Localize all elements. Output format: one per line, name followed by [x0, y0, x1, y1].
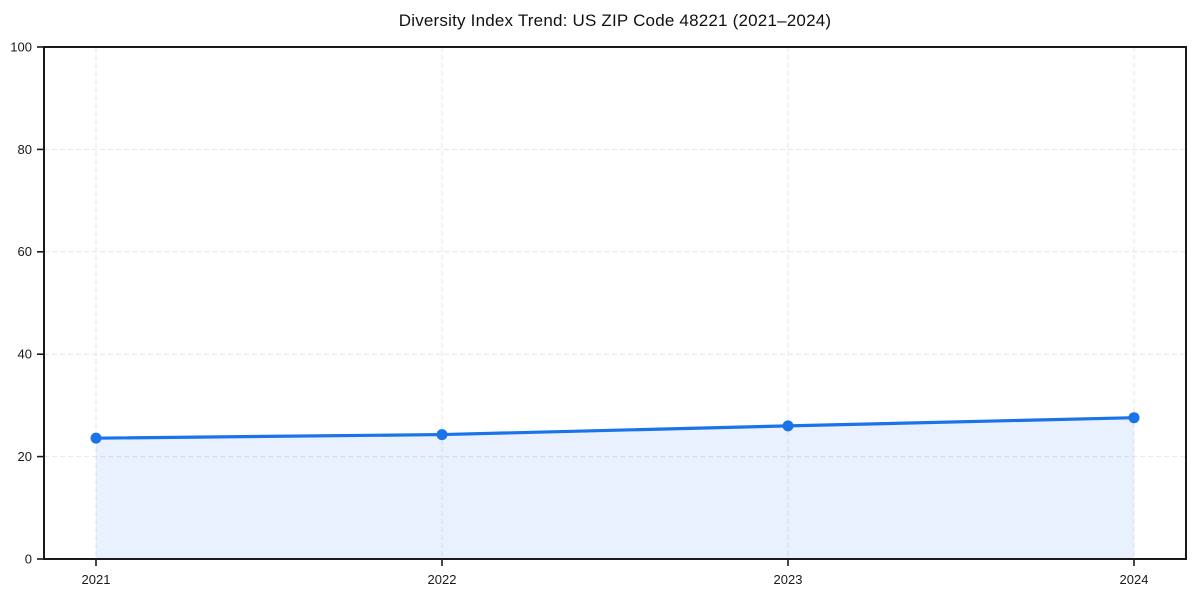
y-tick-label: 0	[25, 551, 32, 566]
data-point	[436, 429, 448, 441]
chart-title: Diversity Index Trend: US ZIP Code 48221…	[398, 11, 832, 30]
x-tick-label: 2023	[774, 572, 803, 587]
plot-border	[43, 46, 1187, 560]
area-fill	[96, 417, 1134, 559]
x-tick-label: 2022	[428, 572, 457, 587]
y-tick-label: 80	[18, 142, 32, 157]
y-tick-label: 60	[18, 244, 32, 259]
data-point	[90, 432, 102, 444]
markers-group	[90, 412, 1140, 444]
area-group	[96, 417, 1134, 559]
tick-labels-group: 0 20 40 60 80 100 2021 2022 2023 2024	[10, 39, 1148, 587]
trend-line	[94, 416, 1136, 440]
ticks-group	[37, 46, 1135, 566]
x-tick-label: 2024	[1120, 572, 1149, 587]
x-tick-label: 2021	[82, 572, 111, 587]
data-point	[782, 420, 794, 432]
data-point	[1128, 412, 1140, 424]
y-tick-label: 20	[18, 449, 32, 464]
y-tick-label: 40	[18, 347, 32, 362]
line-group	[94, 416, 1136, 440]
axes-group	[43, 46, 1187, 560]
y-tick-label: 100	[10, 39, 32, 54]
gridlines-group	[44, 47, 1186, 559]
